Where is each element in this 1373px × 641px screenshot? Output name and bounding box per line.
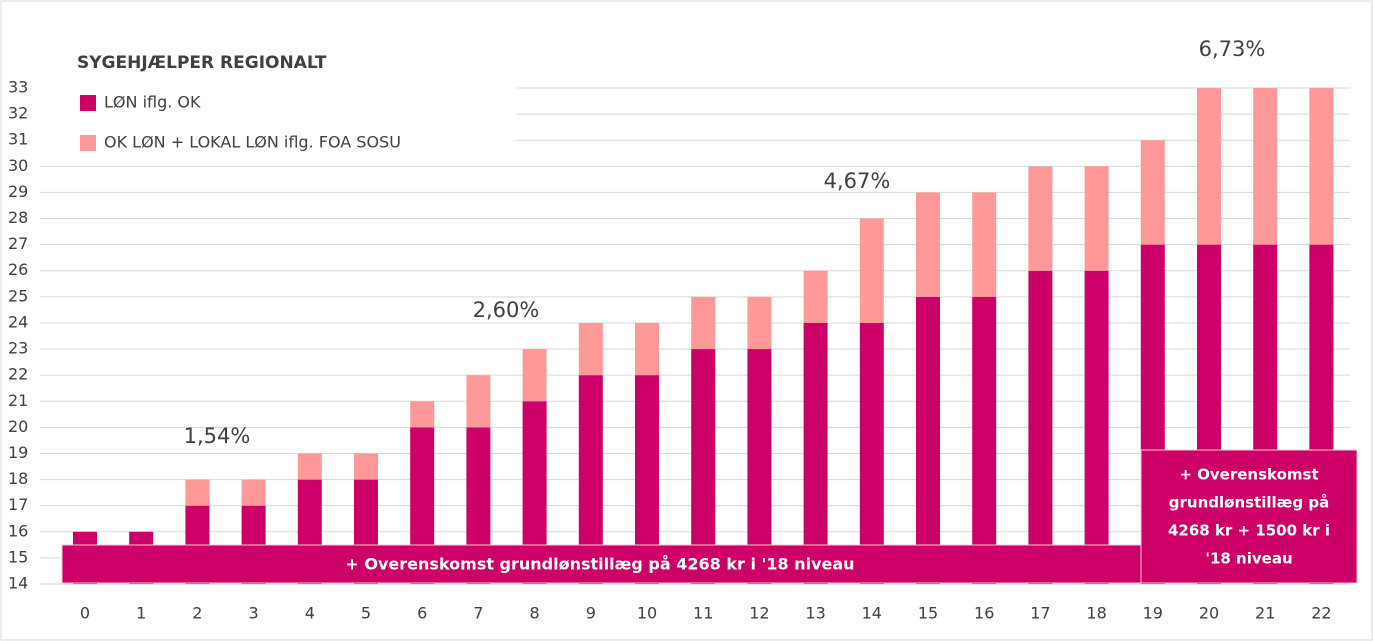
x-tick-label: 12 [749, 604, 769, 623]
legend-swatch [80, 95, 96, 111]
y-tick-label: 20 [8, 417, 28, 436]
info-box-text: '18 niveau [1205, 550, 1292, 568]
y-tick-label: 28 [8, 208, 28, 227]
y-tick-label: 16 [8, 521, 28, 540]
bar-segment [1253, 88, 1278, 245]
x-tick-label: 21 [1255, 604, 1275, 623]
y-tick-label: 14 [8, 574, 28, 593]
y-tick-label: 17 [8, 495, 28, 514]
bar-segment [972, 192, 997, 297]
bar-segment [635, 322, 659, 376]
x-tick-label: 5 [361, 604, 371, 623]
bar-segment [1197, 88, 1221, 245]
annotation: 1,54% [184, 424, 251, 448]
y-tick-label: 26 [8, 260, 28, 279]
x-tick-label: 14 [862, 604, 882, 623]
bar-segment [803, 322, 828, 584]
info-box-text: 4268 kr + 1500 kr i [1168, 522, 1330, 540]
x-tick-label: 8 [530, 604, 540, 623]
x-tick-label: 3 [249, 604, 259, 623]
x-tick-label: 0 [80, 604, 90, 623]
x-tick-label: 2 [192, 604, 202, 623]
info-box-text: grundlønstillæg på [1169, 494, 1329, 512]
x-tick-label: 11 [693, 604, 713, 623]
y-tick-label: 24 [8, 312, 28, 331]
bar-segment [747, 296, 772, 350]
y-tick-label: 22 [8, 365, 28, 384]
bar-segment [1028, 270, 1053, 584]
bar-segment [916, 192, 940, 297]
y-tick-label: 33 [8, 78, 28, 97]
bar-segment [1140, 140, 1165, 245]
info-box-text: + Overenskomst [1179, 466, 1318, 484]
y-tick-label: 18 [8, 469, 28, 488]
y-tick-label: 23 [8, 339, 28, 358]
y-tick-label: 32 [8, 104, 28, 123]
bar-segment [354, 453, 378, 480]
bar-segment [522, 349, 547, 402]
legend-label: OK LØN + LOKAL LØN iflg. FOA SOSU [104, 133, 401, 152]
bar-segment [859, 322, 884, 584]
y-tick-label: 30 [8, 156, 28, 175]
bar-segment [803, 270, 828, 323]
x-tick-label: 18 [1086, 604, 1106, 623]
y-tick-label: 29 [8, 182, 28, 201]
legend-swatch [80, 135, 96, 151]
annotation: 6,73% [1199, 37, 1266, 61]
bar-segment [1084, 270, 1109, 584]
x-tick-label: 19 [1143, 604, 1163, 623]
x-tick-label: 13 [805, 604, 825, 623]
legend-bg [40, 40, 516, 160]
x-tick-label: 10 [637, 604, 657, 623]
bar-segment [691, 296, 716, 350]
y-tick-label: 27 [8, 234, 28, 253]
x-tick-label: 22 [1311, 604, 1331, 623]
bar-segment [410, 401, 435, 428]
bar-segment [1028, 166, 1053, 271]
bar-segment [185, 479, 210, 506]
bar-segment [1084, 166, 1109, 271]
info-box-text: + Overenskomst grundlønstillæg på 4268 k… [345, 555, 854, 574]
legend-label: LØN iflg. OK [104, 93, 201, 112]
x-tick-label: 16 [974, 604, 994, 623]
bar-segment [972, 296, 997, 584]
y-tick-label: 25 [8, 286, 28, 305]
bar-segment [578, 322, 603, 376]
y-tick-label: 19 [8, 443, 28, 462]
bar-segment [859, 218, 884, 323]
x-tick-label: 15 [918, 604, 938, 623]
x-tick-label: 6 [417, 604, 427, 623]
info-box [61, 544, 1142, 584]
bar-segment [466, 375, 491, 428]
bar-segment [241, 479, 266, 506]
chart-title: SYGEHJÆLPER REGIONALT [77, 53, 327, 73]
y-tick-label: 31 [8, 130, 28, 149]
x-tick-label: 17 [1030, 604, 1050, 623]
bar-segment [297, 453, 322, 480]
annotation: 2,60% [473, 298, 540, 322]
bar-segment [916, 296, 940, 584]
info-box [1140, 449, 1358, 584]
x-tick-label: 4 [305, 604, 315, 623]
y-tick-label: 21 [8, 391, 28, 410]
annotation: 4,67% [824, 169, 891, 193]
y-tick-label: 15 [8, 547, 28, 566]
x-tick-label: 7 [473, 604, 483, 623]
bar-segment [1309, 88, 1334, 245]
x-tick-label: 1 [136, 604, 146, 623]
x-tick-label: 9 [586, 604, 596, 623]
x-tick-label: 20 [1199, 604, 1219, 623]
